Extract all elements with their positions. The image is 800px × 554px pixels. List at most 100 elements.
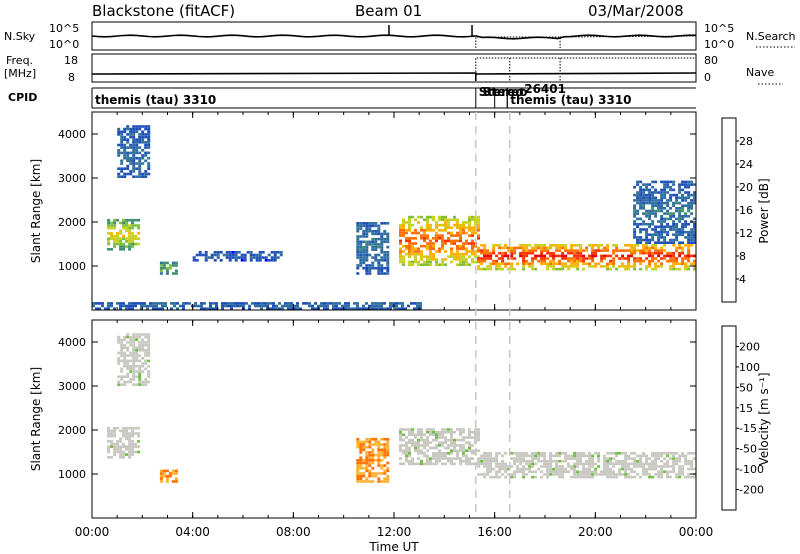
echo-cell bbox=[426, 438, 429, 442]
echo-cell bbox=[663, 228, 667, 231]
echo-cell bbox=[666, 212, 670, 215]
echo-cell bbox=[311, 304, 314, 308]
echo-cell bbox=[573, 254, 577, 258]
echo-cell bbox=[633, 259, 637, 263]
echo-cell bbox=[174, 480, 178, 483]
echo-cell bbox=[380, 259, 384, 262]
echo-cell bbox=[416, 304, 419, 308]
power-echoes bbox=[92, 125, 697, 310]
echo-cell bbox=[648, 241, 652, 244]
echo-cell bbox=[477, 462, 481, 466]
echo-cell bbox=[144, 378, 148, 381]
echo-cell bbox=[588, 462, 592, 466]
echo-cell bbox=[657, 236, 661, 239]
echo-cell bbox=[411, 250, 414, 253]
echo-cell bbox=[200, 302, 203, 305]
echo-cell bbox=[519, 251, 523, 255]
echo-cell bbox=[95, 302, 98, 305]
echo-cell bbox=[137, 237, 141, 240]
echo-cell bbox=[498, 470, 502, 474]
echo-cell bbox=[678, 233, 682, 236]
echo-cell bbox=[657, 265, 661, 268]
echo-cell bbox=[489, 467, 493, 471]
echo-cell bbox=[456, 231, 459, 235]
echo-cell bbox=[147, 125, 151, 128]
echo-cell bbox=[642, 462, 646, 466]
echo-cell bbox=[660, 201, 664, 205]
echo-cell bbox=[107, 456, 111, 459]
echo-cell bbox=[549, 457, 553, 460]
echo-cell bbox=[444, 428, 447, 431]
echo-cell bbox=[380, 235, 384, 238]
echo-cell bbox=[147, 372, 151, 376]
echo-cell bbox=[159, 266, 163, 270]
echo-cell bbox=[636, 193, 640, 197]
echo-cell bbox=[642, 246, 646, 250]
echo-cell bbox=[116, 445, 120, 448]
echo-cell bbox=[338, 302, 341, 305]
echo-cell bbox=[447, 446, 450, 450]
echo-cell bbox=[516, 470, 520, 474]
echo-cell bbox=[356, 224, 360, 228]
echo-cell bbox=[450, 452, 453, 455]
echo-cell bbox=[531, 246, 535, 250]
echo-cell bbox=[576, 462, 580, 466]
echo-cell bbox=[359, 261, 363, 265]
echo-cell bbox=[368, 253, 372, 257]
echo-cell bbox=[615, 473, 619, 476]
echo-cell bbox=[417, 221, 420, 224]
echo-cell bbox=[480, 454, 484, 458]
echo-cell bbox=[210, 256, 214, 259]
echo-cell bbox=[636, 259, 640, 263]
echo-cell bbox=[633, 244, 637, 247]
echo-cell bbox=[365, 459, 369, 462]
echo-cell bbox=[132, 354, 136, 357]
echo-cell bbox=[174, 469, 178, 473]
echo-cell bbox=[410, 302, 413, 305]
echo-cell bbox=[129, 172, 133, 176]
echo-cell bbox=[531, 262, 535, 266]
echo-cell bbox=[612, 473, 616, 476]
echo-cell bbox=[146, 307, 149, 310]
echo-cell bbox=[113, 245, 117, 248]
echo-cell bbox=[405, 446, 408, 450]
echo-cell bbox=[377, 480, 381, 483]
echo-cell bbox=[684, 191, 688, 194]
echo-cell bbox=[435, 462, 438, 466]
echo-cell bbox=[356, 469, 360, 473]
echo-cell bbox=[371, 266, 375, 270]
echo-cell bbox=[573, 454, 577, 458]
echo-cell bbox=[266, 307, 269, 310]
echo-cell bbox=[447, 231, 450, 235]
echo-cell bbox=[356, 240, 360, 244]
echo-cell bbox=[426, 258, 429, 261]
echo-cell bbox=[147, 333, 151, 336]
echo-cell bbox=[125, 221, 129, 225]
echo-cell bbox=[693, 230, 697, 234]
echo-cell bbox=[230, 304, 233, 308]
echo-cell bbox=[567, 267, 571, 271]
echo-cell bbox=[161, 307, 164, 310]
echo-cell bbox=[501, 462, 505, 466]
freq-tick-bottom: 8 bbox=[68, 71, 75, 84]
echo-cell bbox=[498, 452, 502, 455]
echo-cell bbox=[365, 256, 369, 259]
echo-cell bbox=[125, 426, 129, 430]
echo-cell bbox=[326, 302, 329, 305]
echo-cell bbox=[660, 246, 664, 250]
echo-cell bbox=[588, 254, 592, 258]
echo-cell bbox=[501, 254, 505, 258]
echo-cell bbox=[483, 465, 487, 468]
echo-cell bbox=[423, 441, 426, 444]
echo-cell bbox=[125, 240, 129, 243]
echo-cell bbox=[204, 253, 208, 257]
echo-cell bbox=[423, 260, 426, 264]
echo-cell bbox=[498, 251, 502, 255]
echo-cell bbox=[110, 232, 114, 235]
echo-cell bbox=[588, 467, 592, 471]
echo-cell bbox=[132, 125, 136, 128]
echo-cell bbox=[456, 244, 459, 248]
echo-cell bbox=[603, 254, 607, 258]
nsky-label: N.Sky bbox=[4, 30, 36, 43]
echo-cell bbox=[609, 459, 613, 463]
